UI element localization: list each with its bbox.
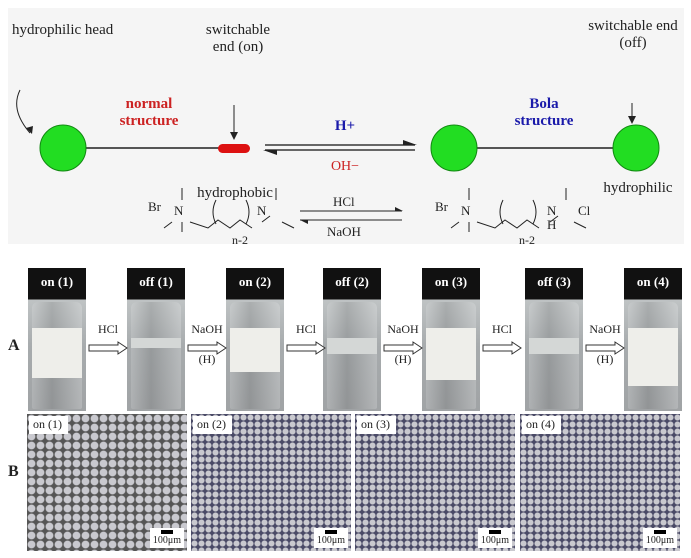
vial-photo: off (3)	[525, 268, 583, 411]
step-note: (H)	[596, 352, 614, 366]
scale-bar: 100μm	[150, 528, 184, 548]
right-subscript: n-2	[519, 233, 535, 247]
switchable-on-label: switchable end (on)	[205, 22, 271, 55]
hydrophilic-label: hydrophilic	[603, 180, 673, 196]
panel-b-label: B	[8, 463, 19, 480]
vial-photo: on (1)	[28, 268, 86, 411]
reverse-reagent: NaOH	[327, 224, 361, 239]
bromide-left: Br	[148, 199, 161, 214]
panel-a-label: A	[8, 337, 20, 354]
scale-bar-label: 100μm	[316, 535, 346, 546]
hydrophilic-head-circle	[39, 124, 87, 172]
step-reagent: NaOH	[191, 322, 223, 336]
step-note: (H)	[198, 352, 216, 366]
scale-bar-label: 100μm	[480, 535, 510, 546]
step-arrow	[482, 341, 522, 355]
right-ammonium-n2: N	[547, 203, 557, 218]
micrograph: on (3) 100μm	[355, 414, 515, 551]
hydrophilic-head-label: hydrophilic head	[12, 22, 114, 38]
micrograph-label: on (1)	[29, 416, 68, 434]
vial-photo: off (2)	[323, 268, 381, 411]
vial-label: off (1)	[139, 274, 173, 289]
right-ammonium-n: N	[461, 203, 471, 218]
vial-label: on (1)	[40, 274, 74, 289]
step-reagent: NaOH	[387, 322, 419, 336]
normal-structure-label: normal structure	[119, 96, 179, 129]
vial-label: on (2)	[238, 274, 272, 289]
pointer-arrow	[16, 89, 31, 134]
micrograph: on (1) 100μm	[27, 414, 187, 551]
vial-label: on (3)	[434, 274, 468, 289]
acid-label: H+	[334, 118, 356, 134]
scale-bar-label: 100μm	[645, 535, 675, 546]
forward-reagent: HCl	[333, 194, 355, 209]
step-arrow	[187, 341, 227, 355]
bola-head-left	[430, 124, 478, 172]
left-molecule-bonds	[163, 188, 295, 232]
scale-bar: 100μm	[478, 528, 512, 548]
scale-bar: 100μm	[314, 528, 348, 548]
left-amine-n: N	[257, 203, 267, 218]
chloride: Cl	[578, 203, 591, 218]
hydrophobic-end	[218, 144, 250, 153]
vial-photo: off (1)	[127, 268, 185, 411]
left-subscript: n-2	[232, 233, 248, 247]
bola-structure-label: Bola structure	[514, 96, 574, 129]
left-ammonium-n: N	[174, 203, 184, 218]
step-note: (H)	[394, 352, 412, 366]
base-label: OH−	[330, 159, 360, 174]
vial-photo: on (2)	[226, 268, 284, 411]
step-reagent: HCl	[295, 322, 316, 336]
micrograph-label: on (2)	[193, 416, 232, 434]
micrograph-label: on (4)	[522, 416, 561, 434]
scheme-panel	[8, 8, 684, 244]
micrograph: on (4) 100μm	[520, 414, 680, 551]
vial-label: off (3)	[537, 274, 571, 289]
right-h: H	[547, 217, 557, 232]
step-reagent: NaOH	[589, 322, 621, 336]
scheme-graphics	[16, 89, 660, 232]
step-arrow	[286, 341, 326, 355]
step-arrow	[585, 341, 625, 355]
vial-photo: on (3)	[422, 268, 480, 411]
step-arrow	[383, 341, 423, 355]
scale-bar: 100μm	[643, 528, 677, 548]
step-reagent: HCl	[491, 322, 512, 336]
bromide-right: Br	[435, 199, 448, 214]
step-reagent: HCl	[97, 322, 118, 336]
bola-head-right	[612, 124, 660, 172]
right-molecule-bonds	[450, 188, 587, 232]
vial-photo: on (4)	[624, 268, 682, 411]
step-arrow	[88, 341, 128, 355]
switchable-off-label: switchable end (off)	[588, 18, 678, 51]
hydrophobic-label: hydrophobic	[197, 185, 273, 201]
micrograph-label: on (3)	[357, 416, 396, 434]
scale-bar-label: 100μm	[152, 535, 182, 546]
vial-label: on (4)	[636, 274, 670, 289]
vial-label: off (2)	[335, 274, 369, 289]
micrograph: on (2) 100μm	[191, 414, 351, 551]
